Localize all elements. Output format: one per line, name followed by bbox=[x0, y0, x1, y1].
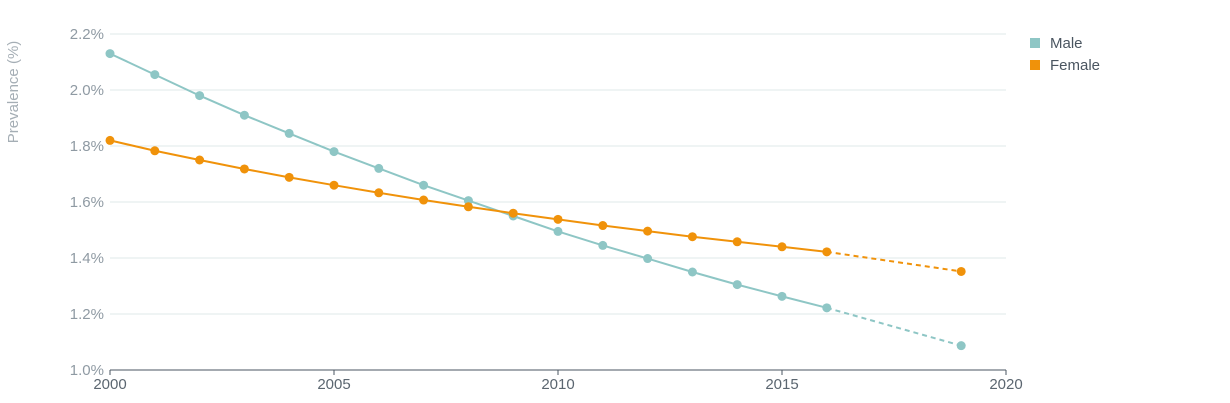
data-point-male bbox=[822, 303, 832, 313]
series-female bbox=[105, 135, 966, 276]
data-point-female bbox=[105, 135, 115, 145]
data-point-female bbox=[822, 247, 832, 257]
data-point-male bbox=[553, 226, 563, 236]
y-axis-ticks: 1.0% 1.2% 1.4% 1.6% 1.8% 2.0% 2.2% bbox=[70, 26, 104, 379]
y-tick-label: 1.2% bbox=[70, 306, 104, 323]
series-projection-female bbox=[826, 250, 962, 273]
data-point-male bbox=[239, 110, 249, 120]
x-tick-label: 2005 bbox=[317, 376, 350, 393]
data-point-female bbox=[150, 146, 160, 156]
data-point-male bbox=[777, 291, 787, 301]
data-point-male bbox=[687, 267, 697, 277]
y-tick-label: 1.4% bbox=[70, 250, 104, 267]
data-point-male bbox=[374, 163, 384, 173]
data-point-male bbox=[105, 49, 115, 59]
data-point-female bbox=[284, 172, 294, 182]
data-point-female bbox=[374, 188, 384, 198]
data-point-female bbox=[598, 221, 608, 231]
legend-label-female: Female bbox=[1050, 56, 1101, 74]
data-point-male bbox=[329, 147, 339, 157]
x-tick-label: 2010 bbox=[541, 376, 574, 393]
x-tick-label: 2000 bbox=[93, 376, 126, 393]
x-axis-ticks: 2000 2005 2010 2015 2020 bbox=[93, 370, 1023, 393]
legend-label-male: Male bbox=[1050, 34, 1083, 52]
legend-item-female: Female bbox=[1030, 54, 1100, 76]
data-point-female bbox=[195, 155, 205, 165]
series-line-male bbox=[109, 52, 828, 309]
y-axis-label: Prevalence (%) bbox=[5, 41, 22, 144]
legend: Male Female bbox=[1030, 32, 1100, 76]
legend-item-male: Male bbox=[1030, 32, 1100, 54]
data-point-female bbox=[732, 237, 742, 247]
data-point-female bbox=[419, 195, 429, 205]
data-point-male bbox=[598, 240, 608, 250]
data-point-male bbox=[284, 128, 294, 138]
data-point-female bbox=[463, 202, 473, 212]
data-point-male bbox=[419, 180, 429, 190]
grid-lines bbox=[110, 33, 1006, 315]
data-point-male bbox=[956, 341, 966, 351]
data-point-female bbox=[329, 180, 339, 190]
data-point-female bbox=[687, 232, 697, 242]
data-point-female bbox=[956, 266, 966, 276]
y-tick-label: 1.0% bbox=[70, 362, 104, 379]
y-tick-label: 1.6% bbox=[70, 194, 104, 211]
x-tick-label: 2020 bbox=[989, 376, 1022, 393]
data-point-male bbox=[195, 91, 205, 101]
y-tick-label: 2.0% bbox=[70, 82, 104, 99]
data-point-female bbox=[553, 214, 563, 224]
legend-swatch-female bbox=[1030, 60, 1040, 70]
data-point-male bbox=[643, 254, 653, 264]
series-male bbox=[105, 49, 966, 351]
y-tick-label: 1.8% bbox=[70, 138, 104, 155]
data-point-female bbox=[643, 226, 653, 236]
data-point-female bbox=[239, 164, 249, 174]
data-point-male bbox=[463, 196, 473, 206]
data-point-female bbox=[777, 242, 787, 252]
data-point-male bbox=[150, 70, 160, 80]
legend-swatch-male bbox=[1030, 38, 1040, 48]
data-point-female bbox=[508, 208, 518, 218]
data-point-male bbox=[732, 280, 742, 290]
series-layer bbox=[105, 49, 966, 351]
y-tick-label: 2.2% bbox=[70, 26, 104, 43]
x-tick-label: 2015 bbox=[765, 376, 798, 393]
